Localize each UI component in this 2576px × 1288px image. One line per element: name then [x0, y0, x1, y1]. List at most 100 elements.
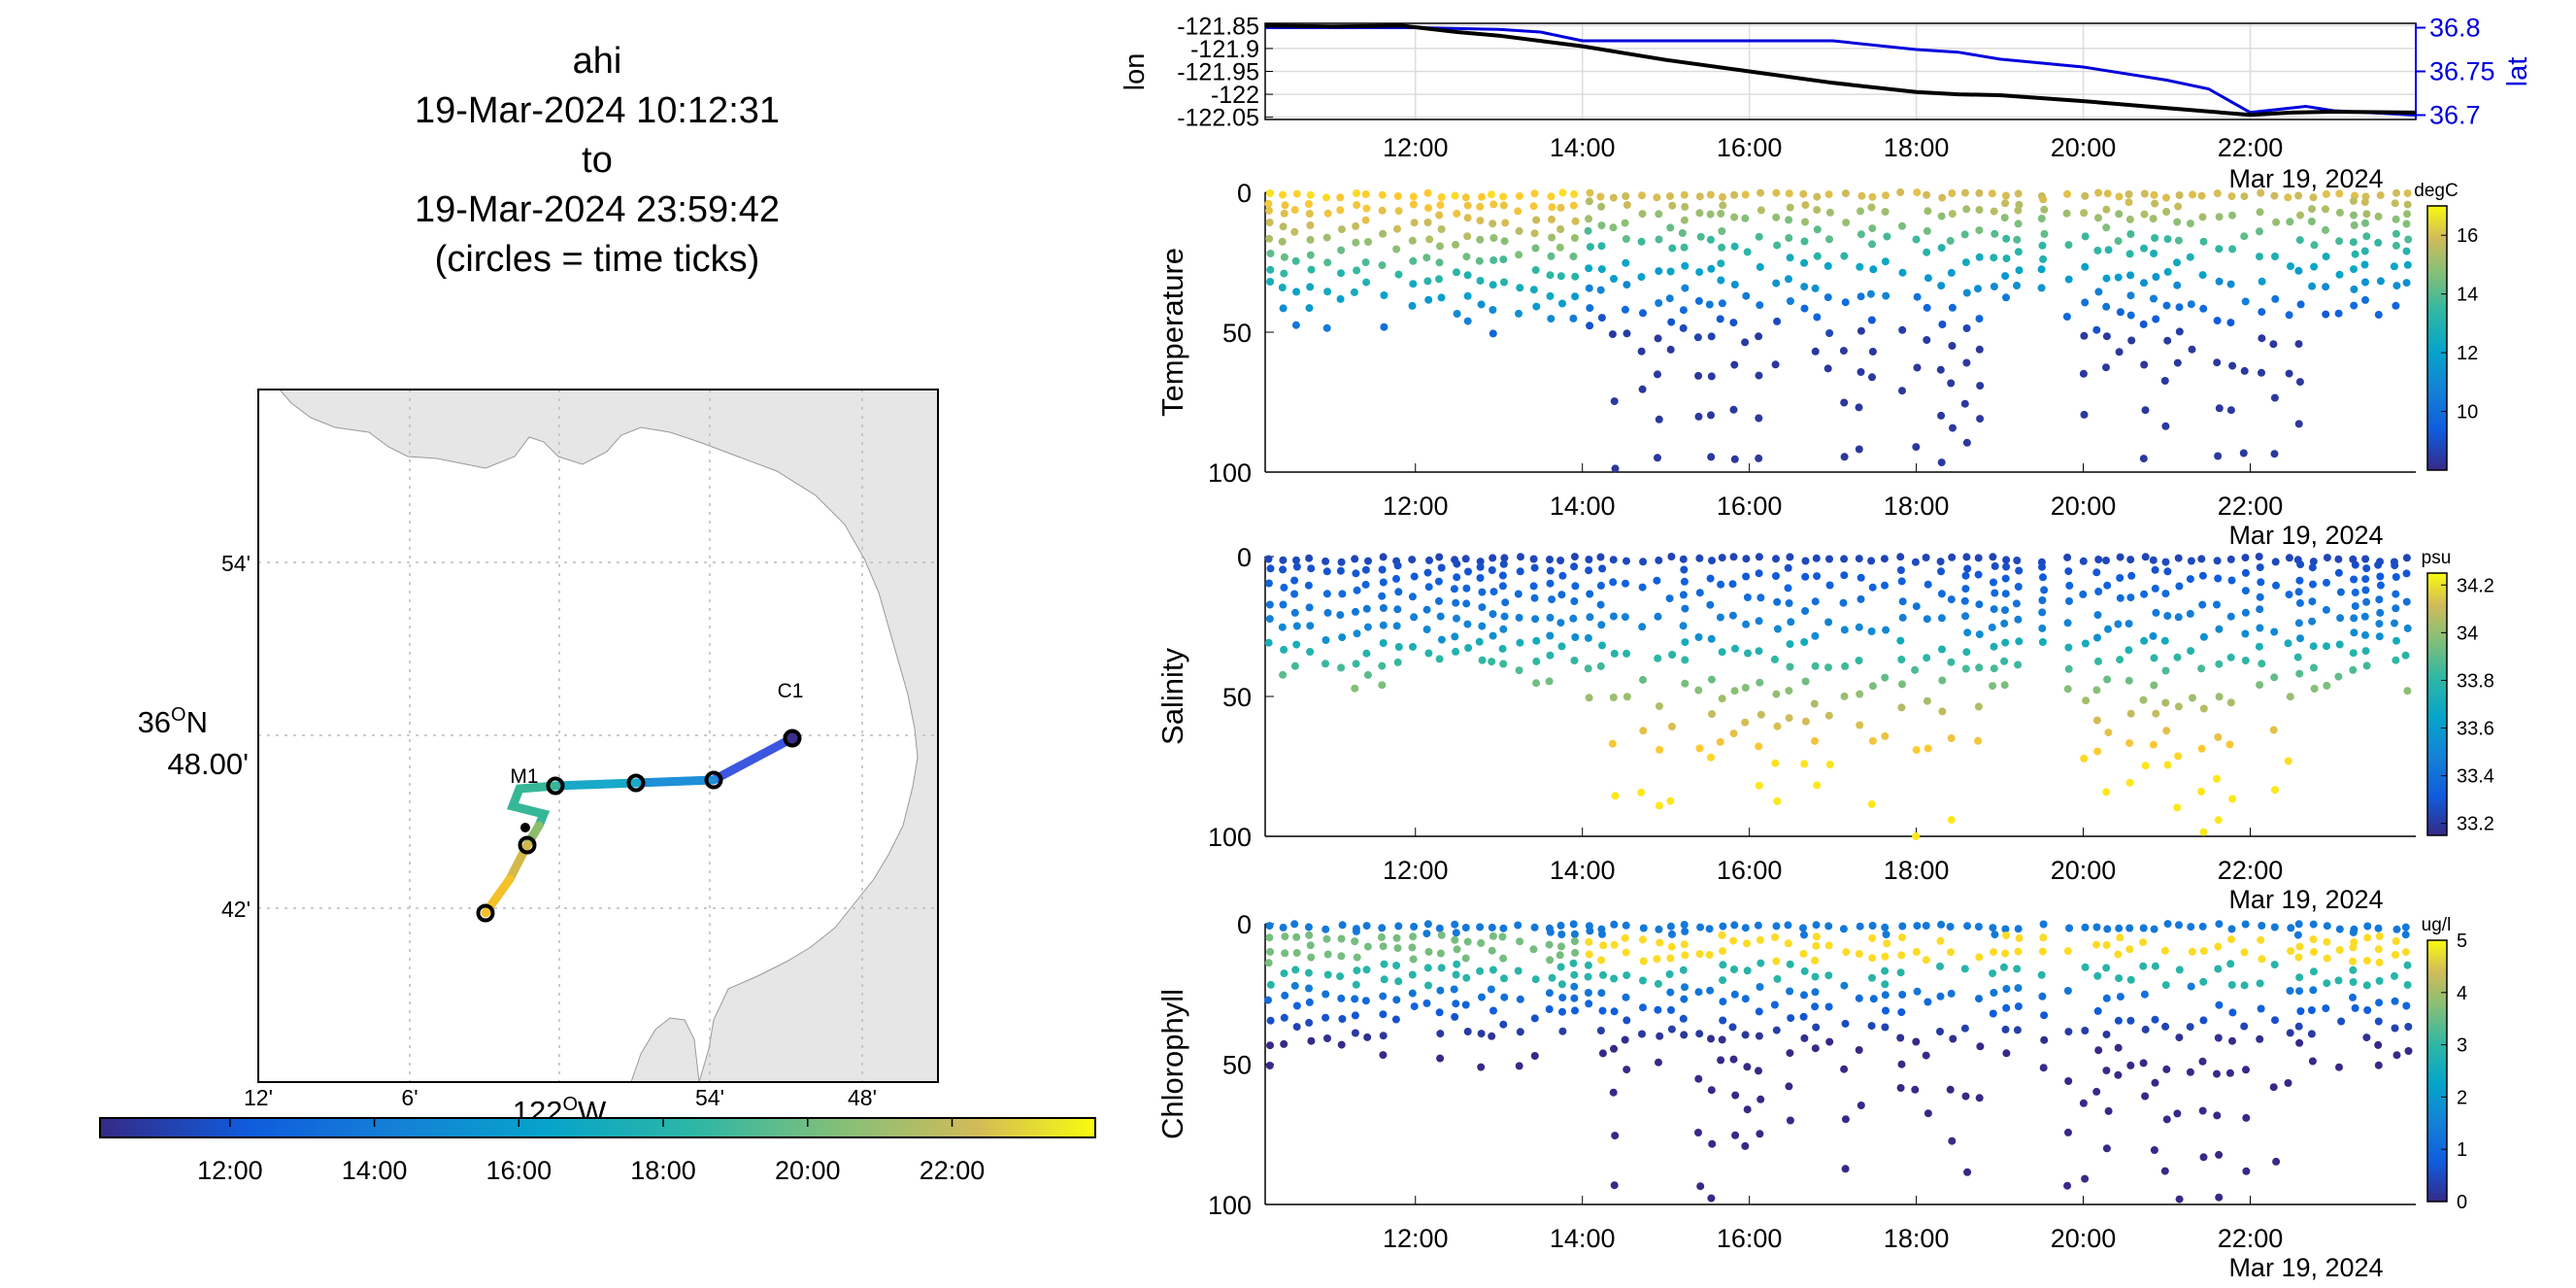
data-point [1741, 1142, 1749, 1150]
data-point [2000, 964, 2008, 971]
data-point [1842, 189, 1850, 197]
data-point [1787, 640, 1794, 648]
data-point [1464, 202, 1472, 210]
data-point [1963, 1169, 1971, 1176]
data-point [2376, 977, 2384, 985]
data-point [1681, 578, 1689, 586]
data-point [1291, 609, 1299, 617]
data-point [1719, 201, 1726, 209]
data-point [2269, 340, 2277, 348]
data-point [1610, 694, 1618, 701]
data-point [1464, 318, 1472, 325]
data-point [1857, 230, 1865, 238]
data-point [1961, 189, 1969, 197]
data-point [1824, 293, 1832, 301]
data-point [1975, 953, 1983, 961]
data-point [2140, 696, 2148, 704]
data-point [1392, 996, 1400, 1003]
data-point [2187, 610, 2194, 618]
data-point [1991, 931, 1998, 938]
data-point [1557, 964, 1565, 971]
data-point [1787, 663, 1794, 671]
data-point [2404, 189, 2412, 197]
data-point [1570, 983, 1578, 991]
data-point [1825, 190, 1833, 198]
data-point [2163, 1115, 2171, 1123]
data-point [1599, 1007, 1607, 1015]
data-point [2151, 926, 2158, 933]
data-point [1912, 443, 1920, 451]
data-point [2295, 987, 2303, 995]
data-point [1825, 941, 1833, 949]
data-point [1611, 941, 1619, 949]
data-point [1514, 922, 1522, 930]
data-point [2175, 702, 2183, 710]
data-point [2103, 676, 2111, 684]
data-point [1730, 553, 1738, 560]
data-point [1462, 1001, 1470, 1009]
data-point [1462, 955, 1470, 963]
data-point [1364, 671, 1372, 679]
data-point [1655, 267, 1662, 275]
data-point [2139, 963, 2147, 970]
data-point [1938, 458, 1946, 466]
data-point [1825, 235, 1833, 243]
data-point [1489, 610, 1497, 618]
data-point [1948, 189, 1956, 197]
data-point [1826, 761, 1834, 768]
data-point [1479, 657, 1487, 664]
data-point [2188, 300, 2195, 308]
data-point [1546, 989, 1554, 997]
data-point [2039, 255, 2047, 263]
data-point [2199, 271, 2207, 279]
data-point [1611, 1007, 1619, 1015]
data-point [1773, 242, 1781, 250]
data-point [2002, 590, 2010, 597]
data-point [2187, 575, 2194, 583]
data-point [2214, 966, 2222, 973]
data-point [1742, 1031, 1750, 1038]
data-point [1718, 227, 1725, 235]
data-point [1681, 921, 1689, 929]
data-point [1265, 235, 1273, 243]
data-point [1786, 553, 1793, 560]
data-point [1948, 990, 1956, 998]
data-point [1364, 558, 1372, 565]
data-point [1353, 266, 1360, 274]
data-point [2127, 291, 2135, 299]
data-point [1666, 970, 1674, 978]
data-point [2228, 245, 2236, 253]
data-point [1598, 314, 1606, 322]
data-point [2150, 682, 2158, 690]
data-point [1438, 293, 1446, 301]
data-point [1585, 962, 1592, 969]
data-point [1354, 954, 1361, 962]
data-point [1694, 333, 1702, 341]
data-point [1353, 201, 1360, 209]
data-point [1801, 305, 1809, 313]
data-point [2161, 947, 2169, 955]
data-point [2361, 296, 2369, 304]
data-point [1949, 304, 1957, 312]
data-point [2350, 576, 2358, 584]
data-point [2174, 203, 2182, 211]
data-point [1756, 263, 1764, 271]
data-point [1668, 931, 1676, 938]
data-point [1379, 261, 1387, 269]
data-point [2272, 219, 2280, 226]
data-point [2363, 981, 2371, 989]
data-point [1393, 225, 1401, 233]
data-point [1392, 246, 1400, 254]
data-point [1516, 227, 1523, 235]
data-point [2063, 210, 2071, 218]
data-point [1772, 189, 1780, 197]
x-tick-label: 22:00 [2218, 133, 2284, 162]
data-point [1290, 228, 1298, 236]
data-point [1585, 215, 1592, 222]
data-point [1786, 714, 1793, 722]
data-point [1338, 559, 1346, 566]
data-point [1719, 976, 1726, 984]
data-point [2216, 404, 2224, 412]
data-point [1281, 932, 1288, 940]
data-point [2375, 311, 2383, 319]
